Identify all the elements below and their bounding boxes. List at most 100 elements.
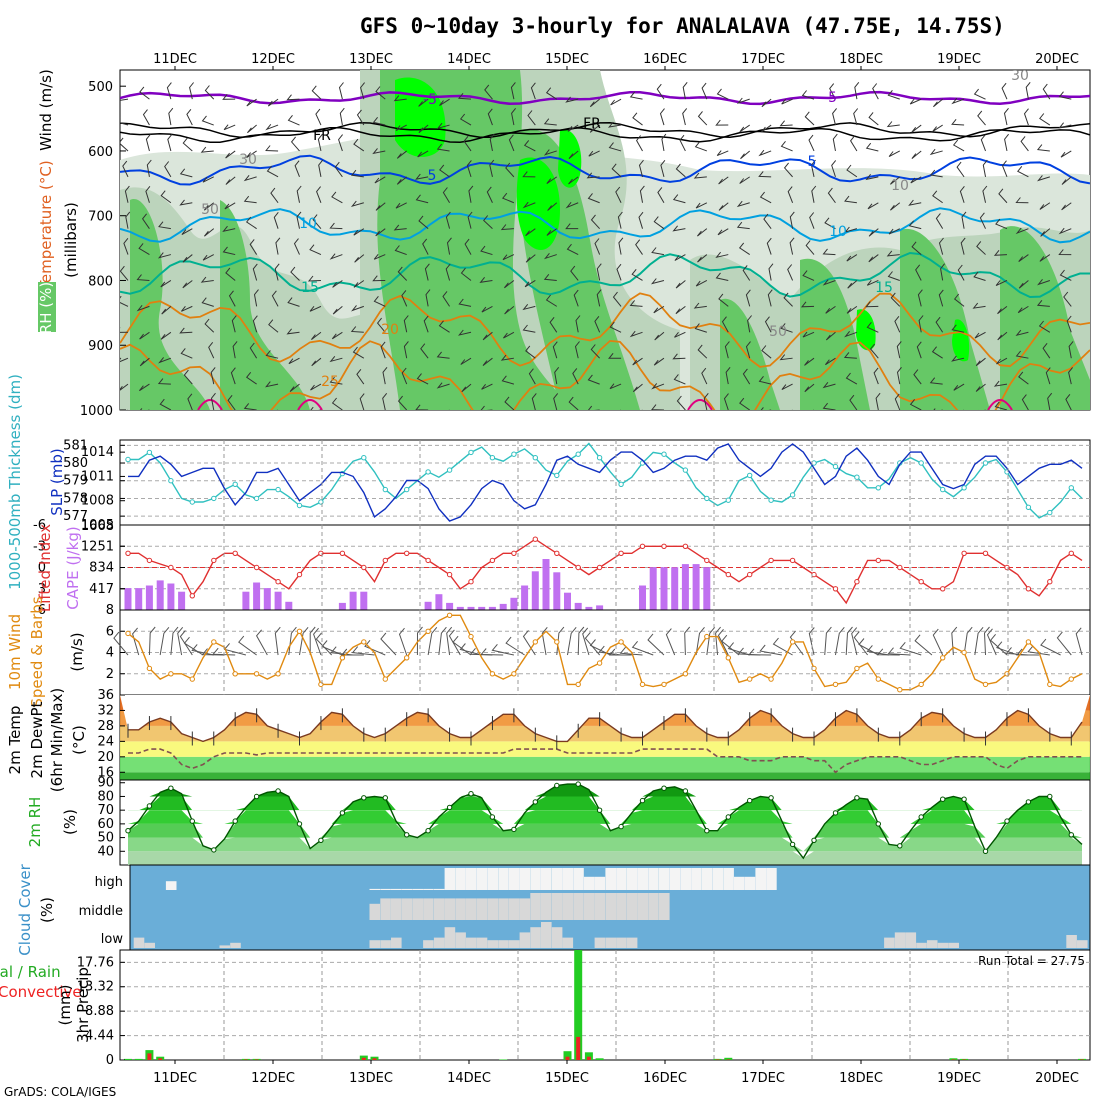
wind-barb bbox=[1061, 176, 1072, 185]
wind-barb bbox=[802, 270, 815, 281]
cloud-bar-high bbox=[605, 868, 616, 890]
cloud-bar-high bbox=[401, 888, 413, 890]
cloud-bar-high bbox=[508, 868, 520, 890]
wind-barb bbox=[124, 185, 130, 203]
wind-barb bbox=[929, 169, 943, 178]
date-label-top: 18DEC bbox=[839, 52, 883, 67]
wind-barb bbox=[397, 395, 408, 410]
wind-barb bbox=[739, 397, 750, 410]
cape-bars bbox=[124, 559, 711, 610]
wind-barb bbox=[396, 150, 408, 159]
wind-barb bbox=[994, 401, 1008, 410]
wind-barb bbox=[568, 176, 579, 185]
cloud-bar-middle bbox=[369, 903, 381, 920]
cape-bar bbox=[703, 567, 711, 610]
precip-total-bar bbox=[713, 1058, 722, 1060]
rh-bright-region-5 bbox=[952, 319, 970, 362]
wind10m-barb bbox=[845, 626, 853, 656]
wind-barb bbox=[210, 367, 216, 385]
wind-barb bbox=[120, 295, 129, 307]
cape-bar bbox=[574, 602, 582, 610]
temperature-contour-line bbox=[120, 207, 1090, 244]
wind-barb bbox=[932, 124, 943, 133]
wind-barb bbox=[424, 263, 430, 281]
wind-barb bbox=[952, 139, 965, 152]
cape-bar bbox=[681, 564, 689, 610]
wind10m-line-marker bbox=[1004, 671, 1010, 677]
rh-green-region-1 bbox=[130, 199, 210, 410]
wind10m-tick: 2 bbox=[106, 667, 114, 682]
cloud-bar-high bbox=[669, 868, 681, 890]
lifted-index-line-marker bbox=[747, 571, 753, 578]
wind10m-barb bbox=[598, 645, 622, 656]
wind-barb bbox=[1017, 305, 1029, 314]
thickness-line-marker bbox=[789, 492, 796, 498]
wind-barb bbox=[639, 185, 645, 203]
thickness-line-marker bbox=[489, 455, 496, 461]
wind10m-line-marker bbox=[596, 660, 603, 666]
wind-barb bbox=[760, 407, 772, 410]
wind-barb bbox=[146, 159, 152, 177]
wind-barb bbox=[703, 392, 709, 410]
wind-barb bbox=[182, 137, 193, 152]
wind-barb bbox=[632, 357, 643, 366]
lifted-index-line-marker bbox=[532, 536, 538, 542]
wind10m-barb bbox=[315, 632, 333, 656]
thickness-tick: 577 bbox=[63, 509, 88, 524]
cloud-bar-high bbox=[637, 868, 649, 890]
cloud-bar-high bbox=[755, 868, 766, 890]
wind-barb bbox=[632, 112, 643, 126]
wind10m-barb bbox=[824, 626, 832, 656]
rh2m-line-marker bbox=[554, 782, 560, 789]
wind10m-barb bbox=[459, 643, 482, 656]
wind-barb bbox=[503, 331, 515, 339]
wind-barb bbox=[736, 97, 750, 105]
rh2m-line-marker bbox=[211, 847, 217, 853]
wind-barb bbox=[372, 275, 386, 282]
wind-barb bbox=[972, 302, 986, 309]
wind-barb bbox=[139, 383, 150, 392]
wind-barb bbox=[401, 290, 408, 307]
cloud-bar-low bbox=[380, 940, 391, 948]
wind10m-line-marker bbox=[275, 671, 281, 677]
wind10m-barb bbox=[866, 645, 890, 656]
wind10m-unit-label: (m/s) bbox=[68, 632, 86, 671]
wind-barb bbox=[138, 243, 150, 256]
slp-axis-label: SLP (mb) bbox=[48, 448, 66, 516]
wind-barb bbox=[315, 108, 322, 126]
wind-barb bbox=[701, 82, 708, 100]
wind-barb bbox=[1060, 150, 1072, 158]
wind-barb bbox=[310, 383, 322, 391]
wind-barb bbox=[120, 265, 129, 281]
cloud-bar-high bbox=[691, 868, 702, 890]
wind-barb bbox=[317, 133, 323, 152]
wind10m-line-marker bbox=[361, 639, 367, 645]
wind-barb bbox=[694, 141, 708, 152]
contour-label: 5 bbox=[428, 168, 437, 184]
wind-barb bbox=[875, 392, 881, 410]
precip-axis: 17.76 13.32 8.88 4.44 0 bbox=[77, 955, 125, 1068]
wind10m-tick: 8 bbox=[106, 603, 114, 618]
contour-labels: -5 FR FR -5 5 5 10 10 15 15 20 25 30 50 50 10 30 bbox=[201, 70, 1029, 390]
wind-barb bbox=[139, 331, 150, 340]
wind-barb bbox=[894, 315, 901, 333]
thickness-line-marker bbox=[275, 486, 281, 493]
precip-total-bar bbox=[252, 1058, 261, 1060]
lifted-index-line-marker bbox=[232, 550, 238, 556]
temp-band bbox=[120, 756, 1090, 773]
temperature-contour-30 bbox=[197, 399, 223, 410]
wind-barb bbox=[164, 161, 172, 178]
wind10m-line-marker bbox=[725, 655, 731, 661]
wind10m-line-marker bbox=[789, 639, 796, 645]
wind-barb bbox=[847, 280, 858, 289]
contour-label: FR bbox=[583, 116, 601, 132]
wind-barb bbox=[596, 289, 602, 307]
wind-barb bbox=[810, 159, 816, 177]
wind-barb bbox=[789, 237, 795, 255]
wind-barb bbox=[873, 367, 879, 385]
precip-conv-bar bbox=[361, 1057, 366, 1060]
wind-barb bbox=[780, 140, 793, 152]
wind-barb bbox=[959, 185, 965, 203]
